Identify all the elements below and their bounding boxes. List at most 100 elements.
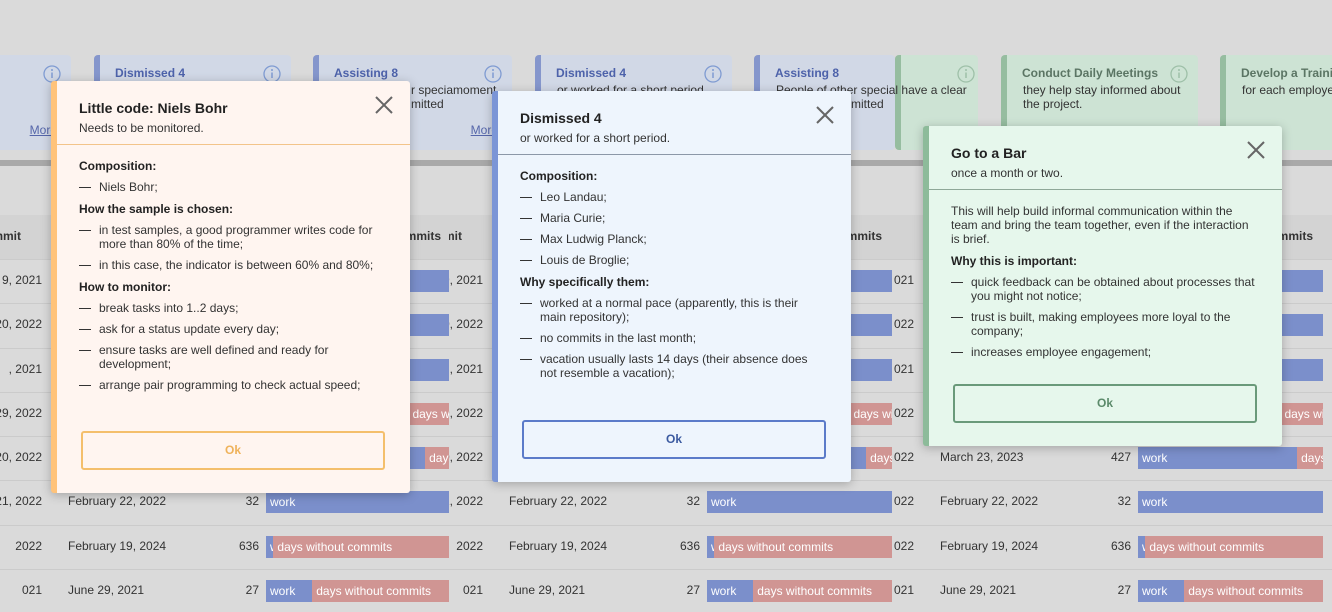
row-divider bbox=[0, 525, 1332, 526]
last-commit: er 29, 2022 bbox=[449, 405, 483, 420]
dialog-body: Composition: Leo Landau; Maria Curie; Max L… bbox=[520, 169, 826, 380]
bar-label: days without commits bbox=[1301, 451, 1323, 466]
list-item: Maria Curie; bbox=[520, 211, 826, 225]
last-commit: 9, 2021 bbox=[1, 273, 42, 287]
dash bbox=[520, 239, 532, 240]
info-icon bbox=[1170, 65, 1188, 83]
last-commit: 21, 2022 bbox=[0, 494, 42, 509]
card-text: mitted bbox=[411, 97, 444, 111]
dialog-subtitle: or worked for a short period. bbox=[520, 131, 671, 145]
bar-label: work bbox=[1142, 451, 1168, 466]
work-bar: work bbox=[266, 579, 313, 602]
item-text: quick feedback can be obtained about pro… bbox=[971, 275, 1255, 303]
dash bbox=[79, 187, 91, 188]
card-title: Conduct Daily Meetings bbox=[1022, 66, 1159, 80]
date: June 29, 2021 bbox=[509, 582, 586, 597]
section-heading: Why this is important: bbox=[951, 254, 1077, 268]
date: February 19, 2024 bbox=[68, 538, 167, 553]
ok-button[interactable]: Ok bbox=[81, 431, 385, 470]
card-text: they help stay informed about bbox=[1023, 83, 1181, 97]
bar-label: days without commits bbox=[412, 406, 449, 421]
dialog-header: Go to a Bar once a month or two. bbox=[929, 126, 1282, 190]
item-text: Maria Curie; bbox=[540, 211, 606, 225]
dash bbox=[520, 260, 532, 261]
dialog-body: This will help build informal communicat… bbox=[951, 204, 1257, 359]
work-bar: work bbox=[707, 491, 892, 514]
card-text: the project. bbox=[1023, 97, 1083, 111]
last-commit: 021 bbox=[462, 582, 483, 597]
idle-bar: days without commits bbox=[312, 579, 449, 602]
date: June 29, 2021 bbox=[940, 582, 1017, 597]
last-commit: , 2021 bbox=[8, 361, 42, 376]
close-button[interactable] bbox=[375, 96, 393, 114]
bar-label: days without commits bbox=[277, 539, 393, 554]
ok-button[interactable]: Ok bbox=[522, 420, 826, 459]
bar-label: work bbox=[270, 583, 296, 598]
item-text: trust is built, making employees more lo… bbox=[971, 310, 1231, 338]
list-item: Louis de Broglie; bbox=[520, 253, 826, 267]
work-bar: work bbox=[1138, 491, 1323, 514]
last-commit: 21, 2022 bbox=[894, 494, 914, 509]
dialog-subtitle: once a month or two. bbox=[951, 166, 1064, 180]
count: 636 bbox=[679, 538, 700, 553]
section-heading: How the sample is chosen: bbox=[79, 202, 234, 216]
section-heading: How to monitor: bbox=[79, 280, 171, 294]
last-commit: 021 bbox=[894, 582, 914, 597]
bar-label: days without commits bbox=[429, 451, 449, 466]
idle-bar: days without commits bbox=[273, 535, 449, 558]
item-text: Max Ludwig Planck; bbox=[540, 232, 647, 246]
bar-label: days without commits bbox=[757, 583, 872, 598]
last-commit: 20, 2022 bbox=[894, 317, 914, 332]
dialog: Dismissed 4 or worked for a short period.… bbox=[492, 91, 851, 482]
bar-label: work bbox=[711, 583, 737, 598]
item-text: Louis de Broglie; bbox=[540, 253, 630, 267]
section-heading: Why specifically them: bbox=[520, 275, 650, 289]
idle-bar: days without commits bbox=[849, 402, 892, 425]
count: 27 bbox=[245, 582, 259, 597]
count: 32 bbox=[686, 494, 700, 509]
card-title: Assisting 8 bbox=[334, 66, 399, 80]
dash bbox=[520, 338, 532, 339]
last-commit: er 29, 2022 bbox=[894, 405, 914, 420]
list-item: in this case, the indicator is between 6… bbox=[79, 258, 385, 272]
count: 32 bbox=[1117, 494, 1131, 509]
ok-button[interactable]: Ok bbox=[953, 384, 1257, 423]
item-text: ensure tasks are well defined and ready … bbox=[99, 343, 329, 371]
item-text: Niels Bohr; bbox=[99, 180, 158, 194]
last-commit: 9, 2021 bbox=[449, 273, 483, 287]
list-item: ask for a status update every day; bbox=[79, 322, 385, 336]
item-text: no commits in the last month; bbox=[540, 331, 697, 345]
dash bbox=[79, 308, 91, 309]
date: February 22, 2022 bbox=[940, 494, 1039, 509]
bar-label: work bbox=[1142, 583, 1168, 598]
close-button[interactable] bbox=[1247, 141, 1265, 159]
dialog-header: Dismissed 4 or worked for a short period. bbox=[498, 91, 851, 155]
list-item: in test samples, a good programmer write… bbox=[79, 223, 385, 251]
list-item: Niels Bohr; bbox=[79, 180, 385, 194]
last-commit: 20, 2022 bbox=[449, 317, 483, 332]
bar-label: days without commits bbox=[1284, 406, 1323, 421]
info-icon bbox=[957, 65, 975, 83]
section-heading: Composition: bbox=[520, 169, 598, 183]
close-button[interactable] bbox=[816, 106, 834, 124]
dash bbox=[520, 218, 532, 219]
idle-bar: days without commits bbox=[1145, 535, 1323, 558]
bar-label: work bbox=[270, 495, 296, 510]
list-item: trust is built, making employees more lo… bbox=[951, 310, 1257, 338]
card-text: r speciamoment. bbox=[411, 83, 500, 97]
card-link[interactable]: More bbox=[29, 123, 57, 137]
item-text: arrange pair programming to check actual… bbox=[99, 378, 361, 392]
bar-label: work bbox=[1142, 495, 1168, 510]
dialog: Little code: Niels Bohr Needs to be monit… bbox=[51, 81, 410, 493]
work-bar: work bbox=[266, 491, 449, 514]
bar-label: days without commits bbox=[1149, 539, 1265, 554]
count: 32 bbox=[245, 494, 259, 509]
dash bbox=[79, 385, 91, 386]
card-link[interactable]: More bbox=[470, 123, 498, 137]
bar-label: days without commits bbox=[1188, 583, 1303, 598]
idle-bar: days without commits bbox=[866, 447, 892, 470]
last-commit: er 29, 2022 bbox=[0, 405, 42, 420]
date: February 19, 2024 bbox=[509, 538, 608, 553]
last-commit: 2022 bbox=[15, 538, 42, 553]
dialog-header: Little code: Niels Bohr Needs to be monit… bbox=[57, 81, 410, 145]
